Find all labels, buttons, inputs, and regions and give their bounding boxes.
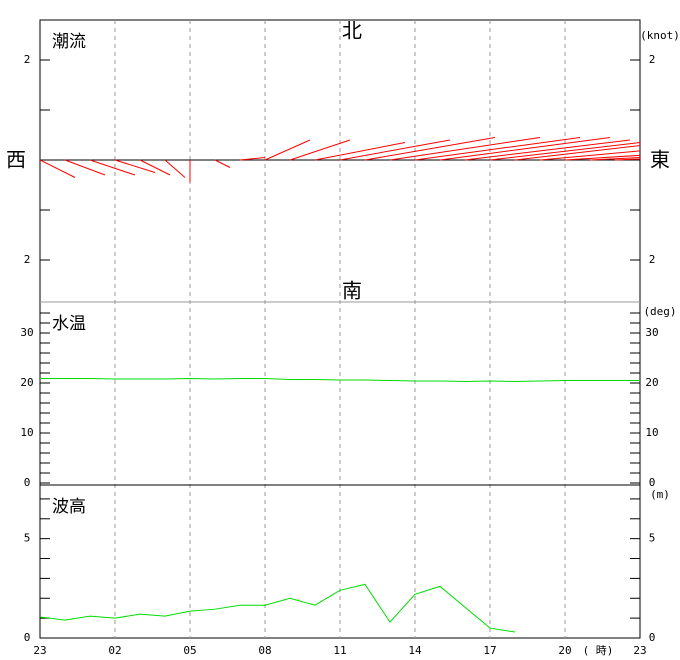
current-vector: [64, 159, 106, 176]
y-tick-label: 0: [24, 631, 31, 644]
current-vector: [139, 159, 171, 176]
data-line: [40, 377, 640, 383]
current-vector: [239, 157, 266, 161]
y-axis-unit: (knot): [640, 29, 680, 42]
current-vector: [564, 154, 640, 161]
current-vector: [364, 137, 496, 161]
y-tick-label: 2: [649, 253, 656, 266]
x-tick-label: 23: [33, 644, 46, 657]
y-tick-label: 0: [649, 476, 656, 489]
current-vector: [114, 159, 156, 173]
current-vector: [389, 137, 541, 161]
current-vector: [214, 159, 231, 168]
x-tick-label: 20: [558, 644, 571, 657]
current-vector: [164, 159, 186, 178]
y-tick-label: 20: [20, 376, 33, 389]
vectors: [40, 137, 640, 183]
x-tick-label: 08: [258, 644, 271, 657]
y-axis-unit: (deg): [643, 305, 676, 318]
y-tick-label: 20: [645, 376, 658, 389]
current-vector: [514, 145, 640, 161]
y-tick-label: 2: [24, 53, 31, 66]
current-vector: [339, 139, 451, 161]
panel-title: 潮流: [52, 32, 86, 52]
panel-title: 水温: [52, 314, 86, 334]
x-tick-label: 23: [633, 644, 646, 657]
x-tick-label: 14: [408, 644, 422, 657]
current-vector: [414, 137, 581, 161]
direction-east: 東: [650, 148, 670, 172]
y-tick-label: 10: [645, 426, 658, 439]
y-tick-label: 10: [20, 426, 33, 439]
current-vector: [589, 157, 640, 161]
direction-south: 南: [342, 279, 362, 303]
y-tick-label: 2: [649, 53, 656, 66]
x-tick-label: 11: [333, 644, 346, 657]
current-vector: [439, 137, 611, 161]
current-vector: [314, 142, 406, 161]
y-tick-label: 0: [649, 631, 656, 644]
x-tick-label: 02: [108, 644, 121, 657]
y-tick-label: 30: [20, 326, 33, 339]
frame: [39, 19, 641, 639]
y-axis-unit: (m): [650, 488, 670, 501]
direction-north: 北: [342, 19, 362, 43]
y-tick-label: 0: [24, 476, 31, 489]
panel-title: 波高: [52, 497, 86, 517]
current-vector: [489, 142, 640, 161]
direction-west: 西: [6, 148, 26, 172]
data-line: [39, 583, 516, 633]
x-tick-label: 17: [483, 644, 496, 657]
y-tick-label: 2: [24, 253, 31, 266]
y-tick-label: 5: [649, 532, 656, 545]
current-vector: [40, 159, 76, 178]
x-axis-unit: ( 時): [583, 644, 614, 657]
x-tick-label: 05: [183, 644, 196, 657]
y-tick-label: 5: [24, 532, 31, 545]
current-vector: [89, 159, 136, 176]
y-tick-label: 30: [645, 326, 658, 339]
current-vector: [614, 158, 640, 161]
current-vector: [539, 150, 640, 161]
current-vector: [264, 139, 311, 161]
current-vector: [464, 139, 631, 161]
current-vector: [289, 139, 351, 161]
